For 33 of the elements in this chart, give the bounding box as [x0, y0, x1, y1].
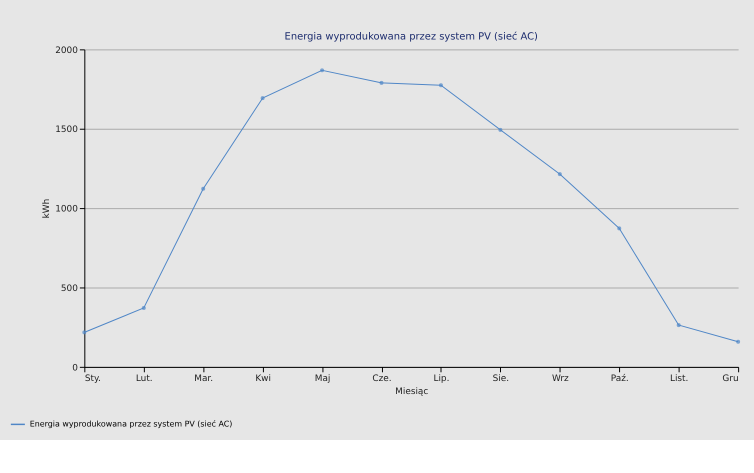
chart-title: Energia wyprodukowana przez system PV (sieć AC): [284, 31, 538, 42]
point: [142, 306, 146, 310]
y-axis-title: kWh: [42, 198, 52, 218]
y-tick-label: 1500: [55, 125, 78, 136]
point: [736, 340, 740, 344]
x-axis-title: Miesiąc: [395, 387, 428, 398]
y-tick-label: 2000: [55, 46, 78, 56]
x-tick-label: Lut.: [136, 374, 153, 384]
x-tick-label: Mar.: [194, 374, 214, 384]
legend-label: Energia wyprodukowana przez system PV (sieć AC): [30, 419, 232, 428]
x-tick-label: Cze.: [372, 374, 392, 384]
y-tick-label: 0: [72, 363, 78, 374]
point: [320, 68, 324, 72]
point: [438, 83, 443, 88]
point: [676, 323, 681, 328]
x-tick-label: Paź.: [610, 373, 629, 384]
point: [498, 128, 502, 132]
x-tick-label: Sie.: [492, 374, 510, 384]
x-tick-label: Maj: [314, 374, 330, 384]
point: [617, 226, 622, 230]
point: [558, 172, 562, 176]
x-tick-label: Gru: [722, 374, 739, 384]
y-tick-label: 1000: [55, 204, 78, 215]
point: [201, 186, 206, 191]
x-tick-label: Kwi: [255, 374, 271, 384]
x-tick-label: List.: [670, 374, 688, 384]
point: [260, 96, 265, 100]
x-tick-label: Lip.: [433, 374, 450, 384]
y-tick-label: 500: [60, 284, 78, 294]
x-tick-label: Sty.: [84, 374, 101, 384]
point: [380, 80, 384, 85]
x-tick-label: Wrz: [552, 374, 570, 384]
point: [82, 330, 86, 334]
